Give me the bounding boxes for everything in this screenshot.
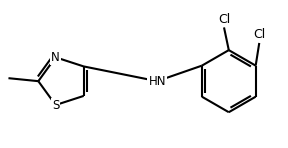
Text: N: N: [51, 51, 60, 64]
Text: HN: HN: [148, 75, 166, 88]
Text: S: S: [52, 99, 59, 111]
Text: Cl: Cl: [253, 28, 265, 41]
Text: Cl: Cl: [218, 13, 230, 26]
